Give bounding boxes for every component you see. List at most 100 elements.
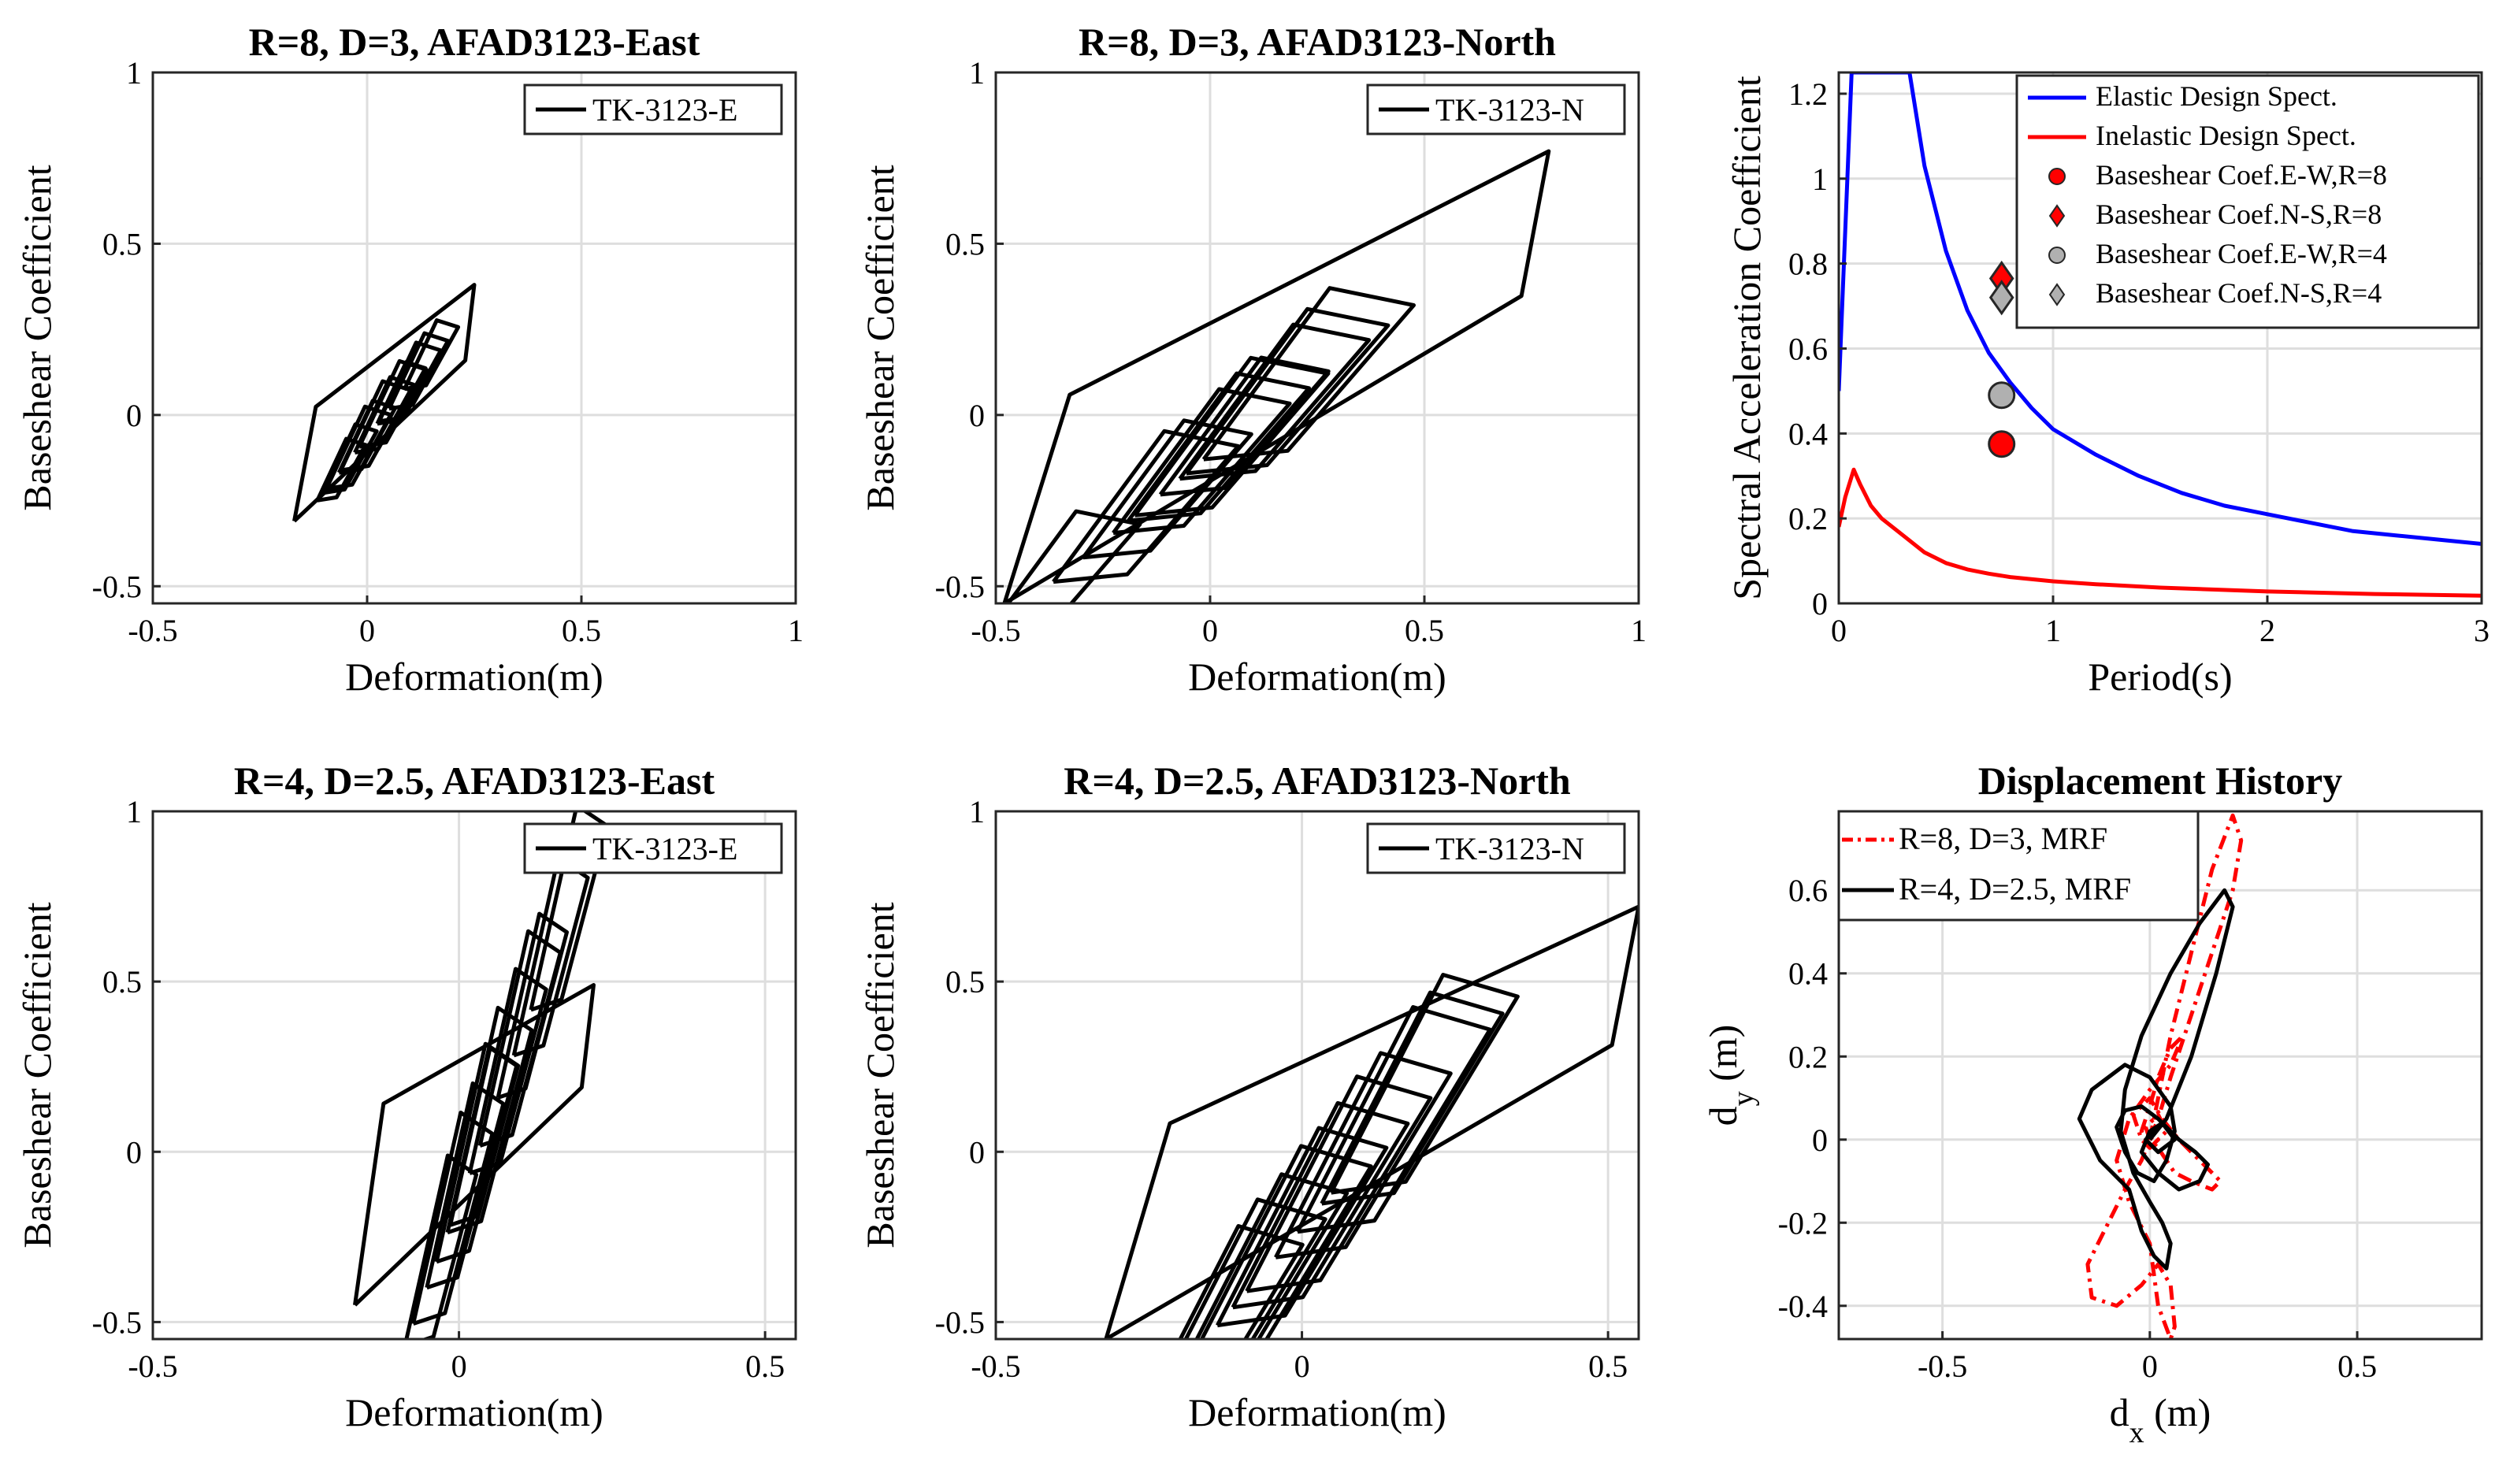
x-axis-label-sub: x: [2129, 1416, 2144, 1449]
hysteresis-cycle: [403, 318, 461, 391]
legend-swatch-diamond: [2048, 204, 2066, 228]
panel-hysteresis-r4-north: -0.5 0 0.5 -0.5 0 0.5 1 R=4, D=2.5, AFAD3123-No…: [858, 759, 1640, 1434]
y-tick-label: -0.5: [92, 1304, 142, 1340]
x-tick-label: -0.5: [971, 613, 1020, 648]
y-tick-label: 0.6: [1788, 331, 1828, 366]
y-axis-label: Baseshear Coefficient: [15, 165, 59, 510]
hysteresis-cycle: [1183, 1197, 1327, 1339]
x-tick-label: 2: [2259, 613, 2275, 648]
y-tick-label: 1.2: [1788, 76, 1828, 112]
chart-title: Displacement History: [1978, 759, 2342, 803]
hysteresis-cycle: [1216, 1126, 1389, 1328]
series-line: [1839, 72, 2482, 546]
x-tick-label: 0.5: [1588, 1349, 1628, 1384]
y-tick-label: 0: [126, 398, 142, 433]
y-tick-label: 0.8: [1788, 247, 1828, 282]
panel-hysteresis-r8-east: -0.5 0 0.5 1 -0.5 0 0.5 1 R=8, D=3, AFAD3123-Eas…: [15, 20, 804, 699]
hysteresis-cycle: [448, 1045, 519, 1227]
chart-title: R=4, D=2.5, AFAD3123-East: [234, 759, 715, 803]
x-tick-label: 0.5: [562, 613, 601, 648]
legend-label: TK-3123-N: [1435, 92, 1584, 128]
plot-area: [996, 72, 1639, 603]
hysteresis-cycle: [411, 1111, 495, 1326]
y-axis-label-sub: y: [1727, 1091, 1760, 1106]
x-axis-label: Deformation(m): [345, 1390, 603, 1434]
hysteresis-cycle: [496, 911, 569, 1100]
hysteresis-envelope: [353, 983, 596, 1307]
y-tick-label: 0.2: [1788, 501, 1828, 536]
y-tick-label: 0.5: [945, 226, 985, 262]
legend-label: Inelastic Design Spect.: [2096, 120, 2356, 151]
legend-label: Baseshear Coef.E-W,R=4: [2096, 238, 2387, 269]
x-tick-label: -0.5: [128, 1349, 177, 1384]
panel-design-spectrum: 0 1 2 3 0 0.2 0.4 0.6 0.8 1 1.2 Period(s) Spectral A…: [1725, 71, 2490, 699]
axes-box: [1837, 71, 2483, 605]
y-tick-label: -0.5: [92, 569, 142, 604]
hysteresis-cycle: [1231, 1100, 1410, 1310]
legend-label: Baseshear Coef.E-W,R=8: [2096, 159, 2387, 191]
data-layer: [1839, 72, 2482, 598]
x-axis-label: Deformation(m): [1188, 1390, 1446, 1434]
x-tick-label: 0: [1202, 613, 1218, 648]
y-axis-label: dy (m): [1701, 1025, 1760, 1126]
x-tick-label: 1: [2045, 613, 2061, 648]
hysteresis-cycle: [1052, 429, 1241, 584]
x-tick-label: 3: [2474, 613, 2490, 648]
x-tick-label: 0: [1831, 613, 1847, 648]
marker-circle: [1988, 381, 2016, 410]
y-tick-label: -0.2: [1778, 1205, 1828, 1241]
y-axis-label-unit: (m): [1701, 1025, 1745, 1092]
y-tick-label: -0.5: [935, 569, 985, 604]
hysteresis-cycle: [1005, 509, 1142, 603]
x-tick-label: -0.5: [128, 613, 177, 648]
chart-title: R=4, D=2.5, AFAD3123-North: [1064, 759, 1571, 803]
y-tick-label: 0: [1812, 586, 1828, 621]
plot-area: [153, 811, 796, 1339]
x-tick-label: 0.5: [1405, 613, 1444, 648]
y-axis-label: Baseshear Coefficient: [858, 165, 902, 510]
hysteresis-envelope: [1002, 149, 1551, 603]
y-tick-label: 1: [969, 794, 985, 829]
hysteresis-cycle: [1184, 306, 1391, 476]
hysteresis-cycle: [315, 436, 368, 503]
legend-label: Baseshear Coef.N-S,R=8: [2096, 198, 2382, 230]
x-tick-label: 1: [1631, 613, 1647, 648]
legend-label: TK-3123-E: [592, 831, 737, 866]
y-tick-label: 1: [126, 794, 142, 829]
legend-label: Baseshear Coef.N-S,R=4: [2096, 277, 2382, 309]
x-tick-label: 0.5: [745, 1349, 785, 1384]
y-tick-label: 0.5: [102, 964, 142, 1000]
hysteresis-cycle: [375, 360, 428, 426]
y-tick-label: 0.6: [1788, 873, 1828, 908]
hysteresis-cycle: [404, 1153, 479, 1339]
panel-hysteresis-r4-east: -0.5 0 0.5 -0.5 0 0.5 1 R=4, D=2.5, AFAD3123-Ea…: [15, 759, 797, 1434]
x-tick-label: -0.5: [971, 1349, 1020, 1384]
hysteresis-cycle: [1194, 1172, 1350, 1339]
y-tick-label: 0.4: [1788, 956, 1828, 992]
hysteresis-cycle: [1081, 418, 1253, 560]
data-layer: [1104, 904, 1639, 1339]
x-axis-label-unit: (m): [2144, 1390, 2211, 1434]
axes-box: [994, 810, 1640, 1341]
legend-swatch-circle: [2048, 247, 2066, 264]
hysteresis-cycle: [1245, 1074, 1433, 1293]
y-tick-label: 0.5: [102, 226, 142, 262]
legend-label: TK-3123-E: [592, 92, 737, 128]
legend-label: Elastic Design Spect.: [2096, 80, 2337, 112]
axes-box: [151, 71, 797, 605]
panel-displacement-history: -0.5 0 0.5 -0.4 -0.2 0 0.2 0.4 0.6 Displacement H…: [1701, 759, 2483, 1449]
x-tick-label: 0: [2142, 1349, 2158, 1384]
x-tick-label: 1: [788, 613, 804, 648]
y-tick-label: 0.5: [945, 964, 985, 1000]
marker-diamond: [1988, 280, 2014, 316]
legend-swatch-circle: [2048, 168, 2066, 185]
legend-box: [2015, 74, 2480, 329]
plot-area: [153, 72, 796, 603]
y-tick-label: 0: [1812, 1122, 1828, 1158]
hysteresis-cycle: [1178, 1224, 1305, 1339]
hysteresis-cycle: [1199, 1144, 1373, 1339]
hysteresis-cycle: [1158, 355, 1331, 497]
x-tick-label: 0: [451, 1349, 467, 1384]
y-tick-label: 0: [969, 1134, 985, 1170]
legend-swatch-diamond: [2048, 283, 2066, 306]
